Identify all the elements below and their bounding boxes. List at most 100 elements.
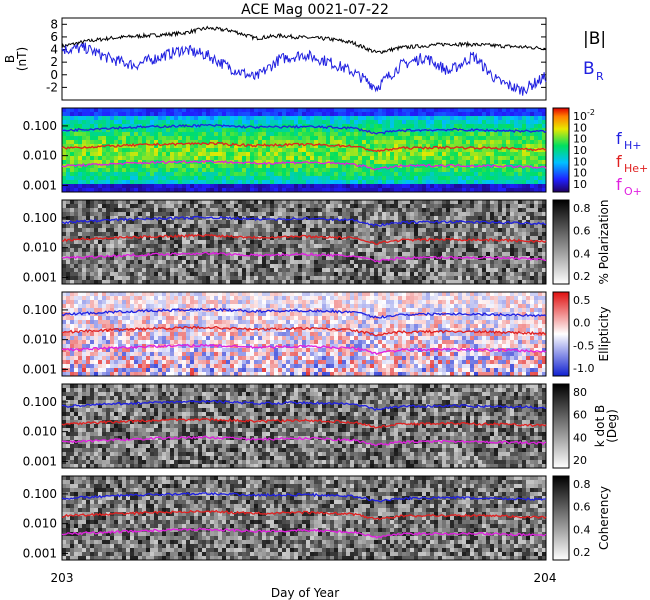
heatmap-cell <box>370 276 375 281</box>
heatmap-cell <box>426 212 431 217</box>
heatmap-cell <box>186 152 191 157</box>
heatmap-cell <box>418 272 423 277</box>
heatmap-cell <box>222 264 227 269</box>
heatmap-cell <box>430 144 435 149</box>
heatmap-cell <box>166 184 171 189</box>
heatmap-cell <box>166 124 171 129</box>
heatmap-cell <box>294 184 299 189</box>
heatmap-cell <box>122 248 127 253</box>
heatmap-cell <box>86 272 91 277</box>
heatmap-cell <box>202 276 207 281</box>
heatmap-cell <box>190 112 195 117</box>
heatmap-cell <box>186 116 191 121</box>
heatmap-cell <box>186 220 191 225</box>
heatmap-cell <box>174 264 179 269</box>
heatmap-cell <box>70 168 75 173</box>
heatmap-cell <box>426 112 431 117</box>
heatmap-cell <box>534 164 539 169</box>
heatmap-cell <box>198 244 203 249</box>
heatmap-cell <box>474 124 479 129</box>
heatmap-cell <box>282 256 287 261</box>
heatmap-cell <box>490 180 495 185</box>
heatmap-cell <box>306 276 311 281</box>
heatmap-cell <box>226 264 231 269</box>
heatmap-cell <box>350 136 355 141</box>
heatmap-cell <box>430 232 435 237</box>
heatmap-cell <box>126 240 131 245</box>
heatmap-cell <box>462 120 467 125</box>
heatmap-cell <box>118 108 123 113</box>
heatmap-cell <box>126 108 131 113</box>
heatmap-cell <box>74 252 79 257</box>
heatmap-cell <box>258 184 263 189</box>
heatmap-cell <box>218 236 223 241</box>
heatmap-cell <box>238 160 243 165</box>
heatmap-cell <box>170 236 175 241</box>
heatmap-cell <box>166 276 171 281</box>
heatmap-cell <box>350 164 355 169</box>
heatmap-cell <box>330 220 335 225</box>
heatmap-cell <box>98 172 103 177</box>
heatmap-cell <box>234 208 239 213</box>
heatmap-cell <box>62 204 67 209</box>
heatmap-cell <box>446 248 451 253</box>
heatmap-cell <box>134 252 139 257</box>
heatmap-cell <box>222 228 227 233</box>
heatmap-cell <box>142 224 147 229</box>
heatmap-cell <box>246 260 251 265</box>
heatmap-cell <box>118 136 123 141</box>
heatmap-cell <box>414 120 419 125</box>
heatmap-cell <box>150 108 155 113</box>
heatmap-cell <box>314 248 319 253</box>
heatmap-cell <box>74 208 79 213</box>
heatmap-cell <box>118 228 123 233</box>
heatmap-cell <box>74 136 79 141</box>
heatmap-cell <box>290 248 295 253</box>
heatmap-cell <box>226 184 231 189</box>
heatmap-cell <box>230 132 235 137</box>
heatmap-cell <box>62 112 67 117</box>
heatmap-cell <box>354 260 359 265</box>
heatmap-cell <box>386 116 391 121</box>
heatmap-cell <box>422 268 427 273</box>
heatmap-cell <box>362 236 367 241</box>
heatmap-cell <box>418 268 423 273</box>
heatmap-cell <box>70 116 75 121</box>
heatmap-cell <box>218 204 223 209</box>
heatmap-cell <box>394 248 399 253</box>
heatmap-cell <box>262 252 267 257</box>
heatmap-cell <box>502 140 507 145</box>
heatmap-cell <box>98 240 103 245</box>
heatmap-cell <box>230 252 235 257</box>
heatmap-cell <box>542 188 547 193</box>
heatmap-cell <box>178 164 183 169</box>
heatmap-cell <box>286 244 291 249</box>
heatmap-cell <box>230 244 235 249</box>
heatmap-cell <box>342 180 347 185</box>
heatmap-cell <box>110 256 115 261</box>
heatmap-cell <box>182 272 187 277</box>
heatmap-cell <box>514 132 519 137</box>
heatmap-cell <box>542 232 547 237</box>
heatmap-cell <box>522 148 527 153</box>
heatmap-cell <box>78 124 83 129</box>
heatmap-cell <box>482 116 487 121</box>
heatmap-cell <box>234 200 239 205</box>
heatmap-cell <box>430 136 435 141</box>
heatmap-cell <box>154 228 159 233</box>
heatmap-cell <box>526 200 531 205</box>
heatmap-cell <box>466 260 471 265</box>
heatmap-cell <box>470 172 475 177</box>
heatmap-cell <box>258 168 263 173</box>
heatmap-cell <box>426 228 431 233</box>
heatmap-cell <box>270 248 275 253</box>
heatmap-cell <box>118 180 123 185</box>
heatmap-cell <box>250 136 255 141</box>
heatmap-cell <box>186 232 191 237</box>
heatmap-cell <box>218 148 223 153</box>
heatmap-cell <box>518 272 523 277</box>
heatmap-cell <box>182 236 187 241</box>
heatmap-cell <box>370 248 375 253</box>
heatmap-cell <box>478 168 483 173</box>
heatmap-cell <box>542 132 547 137</box>
